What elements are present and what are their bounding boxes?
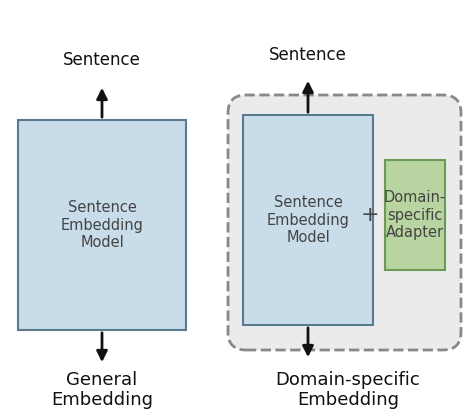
FancyBboxPatch shape [18,120,186,330]
Text: Domain-
specific
Adapter: Domain- specific Adapter [384,190,446,240]
Text: Sentence
Embedding
Model: Sentence Embedding Model [267,195,349,245]
Text: General
Embedding: General Embedding [51,371,153,410]
FancyBboxPatch shape [385,160,445,270]
Text: Sentence
Embedding
Model: Sentence Embedding Model [60,200,143,250]
Text: +: + [361,205,379,225]
Text: Sentence: Sentence [63,51,141,69]
FancyBboxPatch shape [228,95,461,350]
Text: Sentence: Sentence [269,46,347,64]
FancyBboxPatch shape [243,115,373,325]
Text: Domain-specific
Embedding: Domain-specific Embedding [276,371,420,410]
